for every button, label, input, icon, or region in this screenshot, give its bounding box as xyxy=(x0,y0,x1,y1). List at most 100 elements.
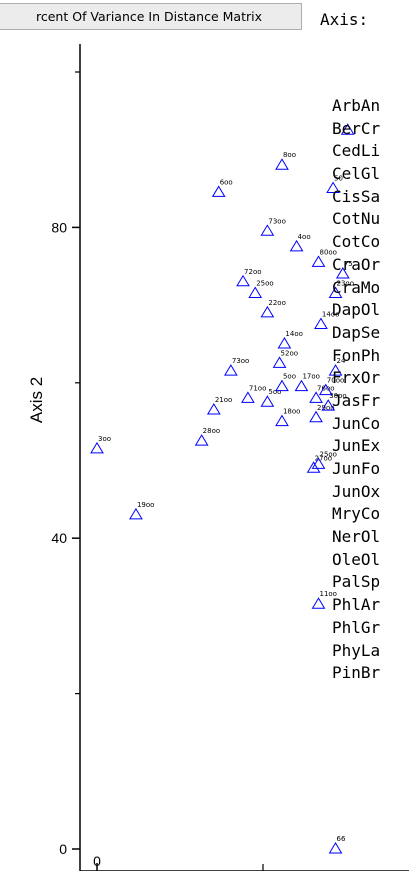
data-point-label: 70oo xyxy=(327,377,344,385)
species-item[interactable]: DapSe xyxy=(332,322,381,342)
species-item[interactable]: CotCo xyxy=(332,232,381,252)
data-point-marker xyxy=(260,395,275,407)
data-point-label: 23oo xyxy=(337,279,354,287)
data-point-label: 5oo xyxy=(268,388,281,396)
data-point-label: 50 xyxy=(334,175,343,183)
species-item[interactable]: BerCr xyxy=(332,118,381,138)
species-item[interactable]: CedLi xyxy=(332,141,381,161)
species-item[interactable]: PinBr xyxy=(332,663,381,683)
data-point-label: 3oo xyxy=(98,435,111,443)
data-point-marker xyxy=(294,379,309,392)
data-point-marker xyxy=(309,391,323,403)
y-axis-label: Axis 2 xyxy=(27,377,46,423)
data-point-marker xyxy=(194,434,209,446)
data-point-label: 4oo xyxy=(298,233,311,241)
species-item[interactable]: JunCo xyxy=(332,413,381,433)
y-tick-label: 80 xyxy=(51,219,67,235)
data-point-label: 25oo xyxy=(256,279,273,287)
species-item[interactable]: CraOr xyxy=(332,254,381,274)
data-point-label: 5oo xyxy=(283,373,296,381)
data-point-label: 73oo xyxy=(268,217,285,225)
data-point-marker xyxy=(314,317,328,330)
data-point-marker xyxy=(260,305,275,318)
data-point-label: 17oo xyxy=(302,373,319,381)
data-point-marker xyxy=(260,224,275,236)
data-point-marker xyxy=(321,399,336,411)
species-item[interactable]: ArbAn xyxy=(332,96,381,115)
data-point-label: 14oo xyxy=(322,311,339,319)
y-tick-label: 40 xyxy=(51,530,67,546)
data-point-label: 22oo xyxy=(268,299,285,307)
species-item[interactable]: MryCo xyxy=(332,504,381,524)
data-point-marker xyxy=(311,255,326,267)
data-point-label: 24 xyxy=(337,357,346,365)
data-point-label: 73oo xyxy=(232,357,249,365)
data-point-marker xyxy=(206,403,221,415)
data-point-marker xyxy=(277,336,292,349)
data-point-label: 75 xyxy=(344,260,353,268)
x-tick-label: 0 xyxy=(93,853,101,869)
data-point-marker xyxy=(211,185,226,197)
axis-panel-title: Axis: xyxy=(320,10,369,29)
species-item[interactable]: CraMo xyxy=(332,277,381,297)
data-point-marker xyxy=(90,441,104,454)
species-item[interactable]: CisSa xyxy=(332,186,381,206)
data-point-label: 27oo xyxy=(315,454,332,462)
data-point-marker xyxy=(223,364,238,376)
species-item[interactable]: CelGl xyxy=(332,164,381,184)
data-point-label: 30oo xyxy=(329,392,346,400)
data-point-marker xyxy=(236,274,250,287)
data-point-marker xyxy=(340,123,355,135)
species-item[interactable]: FonPh xyxy=(332,345,381,365)
data-point-marker xyxy=(335,267,350,279)
data-point-marker xyxy=(275,158,289,170)
data-point-label: 11oo xyxy=(319,590,336,598)
data-point-label: 71oo xyxy=(249,384,266,392)
species-item[interactable]: JasFr xyxy=(332,390,381,410)
data-point-marker xyxy=(241,391,255,403)
data-point-label: 25oo xyxy=(319,450,336,458)
data-point-marker xyxy=(275,414,289,427)
data-point-label: 14oo xyxy=(285,330,302,338)
data-point-label: 8oo xyxy=(283,151,296,159)
data-point-label: 52oo xyxy=(281,349,298,357)
data-point-marker xyxy=(328,286,343,298)
data-point-marker xyxy=(311,597,326,609)
data-point-marker xyxy=(328,842,343,854)
species-item[interactable]: PalSp xyxy=(332,572,381,592)
data-point-label: 76oo xyxy=(317,384,334,392)
data-point-marker xyxy=(318,383,333,396)
data-point-label: 6oo xyxy=(220,178,233,186)
species-item[interactable]: CotNu xyxy=(332,209,381,229)
data-point-label: 18oo xyxy=(283,408,300,416)
data-point-marker xyxy=(129,507,143,520)
species-item[interactable]: DapOl xyxy=(332,300,381,320)
data-point-marker xyxy=(309,410,323,423)
species-item[interactable]: JunEx xyxy=(332,436,381,456)
data-point-label: 29oo xyxy=(317,404,334,412)
species-item[interactable]: FrxOr xyxy=(332,368,381,388)
data-point-label: 21oo xyxy=(215,396,232,404)
data-point-label: 80oo xyxy=(319,248,336,256)
data-point-marker xyxy=(272,356,287,368)
species-item[interactable]: JunOx xyxy=(332,481,381,501)
y-tick-label: 0 xyxy=(59,841,67,857)
data-point-label: 28oo xyxy=(203,427,220,435)
species-item[interactable]: JunFo xyxy=(332,459,381,478)
data-point-marker xyxy=(275,379,289,392)
species-item[interactable]: PhlGr xyxy=(332,617,381,637)
data-point-marker xyxy=(289,239,304,252)
percent-variance-button[interactable]: rcent Of Variance In Distance Matrix xyxy=(0,3,302,30)
species-item[interactable]: NerOl xyxy=(332,527,381,547)
data-point-marker xyxy=(328,364,343,376)
species-item[interactable]: PhyLa xyxy=(332,640,381,660)
species-item[interactable]: OleOl xyxy=(332,549,381,569)
data-point-marker xyxy=(326,181,340,194)
species-list: ArbAn BerCr CedLi CelGl CisSa CotNu CotCo CraOr… xyxy=(332,95,380,685)
data-point-label: 72oo xyxy=(244,268,261,276)
data-point-marker xyxy=(311,457,326,469)
data-point-label: 19oo xyxy=(137,501,154,509)
species-item[interactable]: PhlAr xyxy=(332,595,381,615)
data-point-marker xyxy=(248,286,263,298)
